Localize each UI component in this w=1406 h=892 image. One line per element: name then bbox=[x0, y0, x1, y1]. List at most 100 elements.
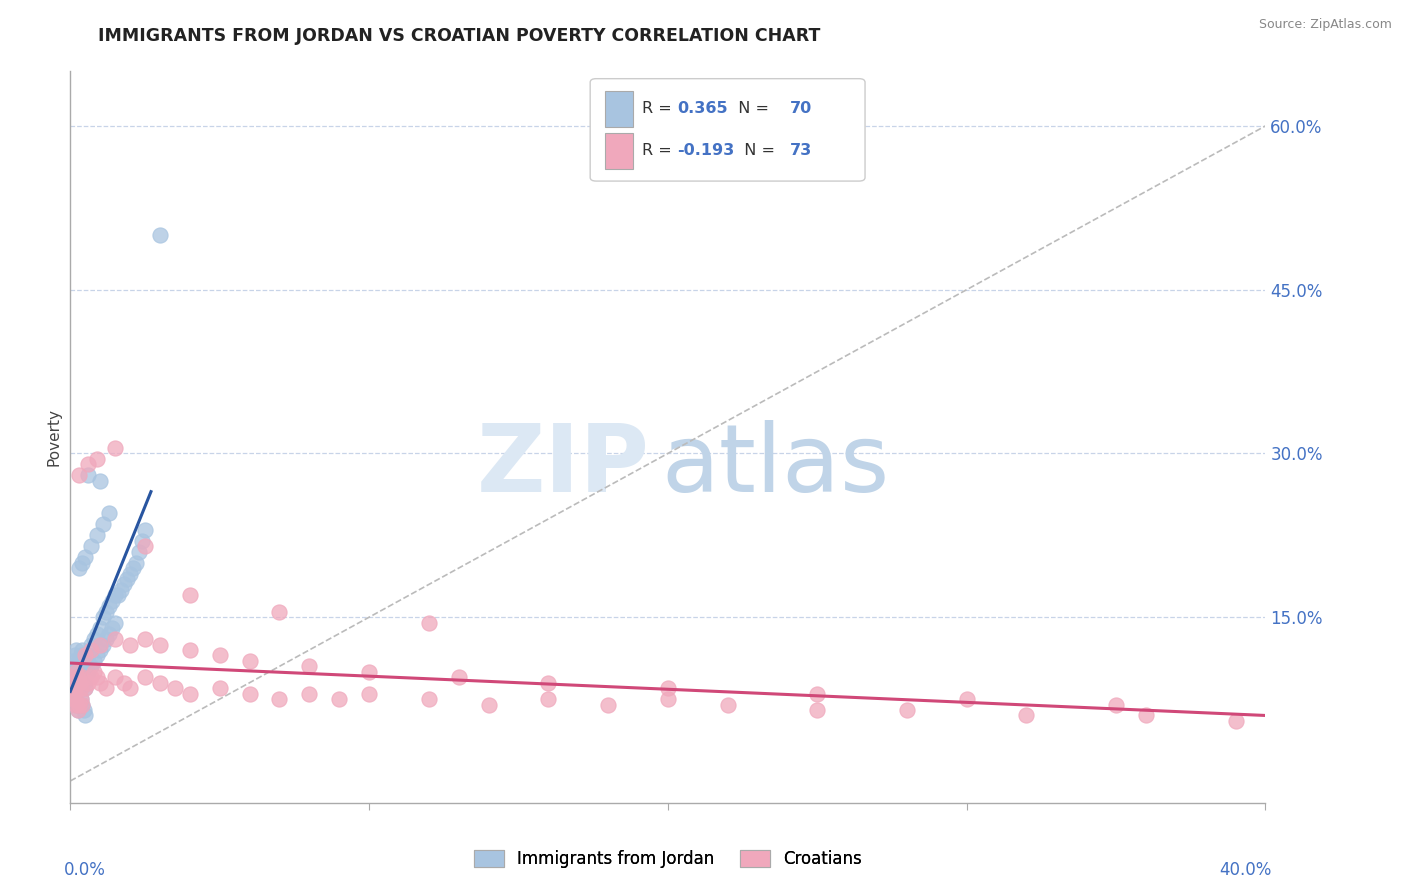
Text: atlas: atlas bbox=[662, 420, 890, 512]
Point bbox=[62, 675, 84, 690]
Point bbox=[65, 665, 87, 679]
Text: Source: ZipAtlas.com: Source: ZipAtlas.com bbox=[1258, 18, 1392, 31]
Text: 40.0%: 40.0% bbox=[1219, 862, 1271, 880]
Point bbox=[70, 670, 93, 684]
Point bbox=[60, 670, 83, 684]
Text: 73: 73 bbox=[790, 144, 813, 158]
Point bbox=[537, 692, 560, 706]
Point bbox=[110, 582, 132, 597]
Point bbox=[418, 692, 440, 706]
Point bbox=[298, 687, 321, 701]
Point bbox=[537, 675, 560, 690]
Point bbox=[98, 599, 121, 614]
Point bbox=[63, 681, 86, 695]
Point bbox=[80, 670, 103, 684]
Point bbox=[104, 441, 127, 455]
Point bbox=[359, 665, 381, 679]
Point bbox=[75, 681, 97, 695]
Point bbox=[80, 643, 103, 657]
Point bbox=[73, 675, 96, 690]
Point bbox=[65, 665, 87, 679]
Text: IMMIGRANTS FROM JORDAN VS CROATIAN POVERTY CORRELATION CHART: IMMIGRANTS FROM JORDAN VS CROATIAN POVER… bbox=[98, 27, 821, 45]
Point bbox=[75, 550, 97, 565]
Point bbox=[86, 626, 108, 640]
Point bbox=[80, 659, 103, 673]
Point bbox=[75, 708, 97, 723]
Point bbox=[69, 692, 91, 706]
Point bbox=[62, 675, 84, 690]
Point bbox=[120, 638, 141, 652]
Point bbox=[77, 665, 100, 679]
Point bbox=[115, 572, 138, 586]
Point bbox=[269, 605, 291, 619]
Point bbox=[62, 687, 84, 701]
Point bbox=[149, 228, 172, 243]
Point bbox=[107, 588, 129, 602]
Point bbox=[91, 638, 114, 652]
Point bbox=[96, 632, 118, 646]
Point bbox=[75, 648, 97, 663]
Point bbox=[67, 654, 90, 668]
Point bbox=[77, 648, 100, 663]
Point bbox=[67, 698, 90, 712]
Point bbox=[80, 539, 103, 553]
Point bbox=[65, 698, 87, 712]
Point bbox=[77, 458, 100, 472]
Point bbox=[104, 670, 127, 684]
Point bbox=[89, 474, 111, 488]
Point bbox=[60, 692, 83, 706]
Point bbox=[63, 648, 86, 663]
Point bbox=[101, 621, 124, 635]
Point bbox=[239, 687, 262, 701]
Point bbox=[62, 654, 84, 668]
Point bbox=[134, 539, 156, 553]
Point bbox=[806, 703, 828, 717]
FancyBboxPatch shape bbox=[605, 91, 633, 128]
Point bbox=[96, 605, 118, 619]
FancyBboxPatch shape bbox=[605, 133, 633, 169]
Point bbox=[73, 659, 96, 673]
Point bbox=[1225, 714, 1247, 728]
Point bbox=[60, 670, 83, 684]
Point bbox=[91, 517, 114, 532]
Point bbox=[60, 692, 83, 706]
Point bbox=[104, 615, 127, 630]
Point bbox=[70, 670, 93, 684]
Point bbox=[179, 588, 201, 602]
Point bbox=[896, 703, 918, 717]
Legend: Immigrants from Jordan, Croatians: Immigrants from Jordan, Croatians bbox=[467, 844, 869, 875]
Point bbox=[104, 632, 127, 646]
Point bbox=[179, 643, 201, 657]
Point bbox=[66, 670, 89, 684]
Point bbox=[359, 687, 381, 701]
Point bbox=[73, 703, 96, 717]
Text: 0.365: 0.365 bbox=[678, 102, 728, 117]
Text: 70: 70 bbox=[790, 102, 813, 117]
Point bbox=[77, 675, 100, 690]
Text: 0.0%: 0.0% bbox=[65, 862, 107, 880]
Point bbox=[131, 533, 153, 548]
Point bbox=[112, 675, 135, 690]
Point bbox=[60, 659, 83, 673]
Point bbox=[1105, 698, 1128, 712]
Point bbox=[101, 594, 124, 608]
Text: R =: R = bbox=[641, 144, 676, 158]
Point bbox=[67, 698, 90, 712]
Point bbox=[86, 528, 108, 542]
Point bbox=[65, 698, 87, 712]
Point bbox=[122, 561, 145, 575]
Point bbox=[104, 588, 127, 602]
Point bbox=[149, 638, 172, 652]
Point bbox=[89, 643, 111, 657]
Point bbox=[328, 692, 350, 706]
Point bbox=[657, 681, 679, 695]
Point bbox=[112, 577, 135, 591]
Y-axis label: Poverty: Poverty bbox=[46, 408, 62, 467]
Point bbox=[66, 659, 89, 673]
Point bbox=[67, 468, 90, 483]
Text: N =: N = bbox=[734, 144, 780, 158]
Text: N =: N = bbox=[728, 102, 773, 117]
Point bbox=[70, 643, 93, 657]
Point bbox=[75, 681, 97, 695]
Point bbox=[66, 703, 89, 717]
